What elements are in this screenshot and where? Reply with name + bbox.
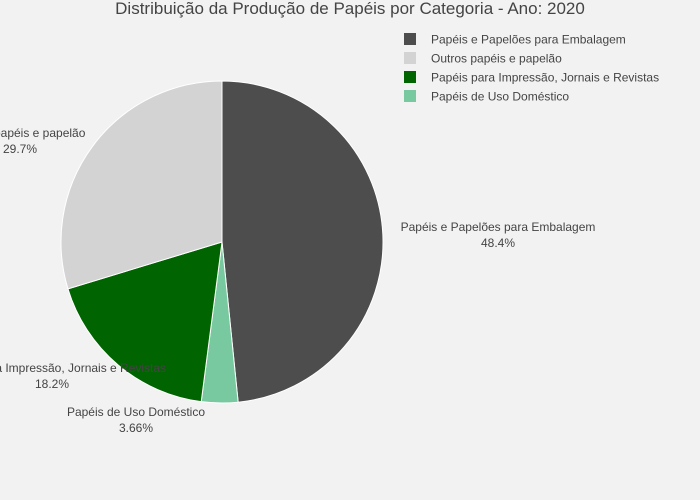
slice-label-percent-4: 29.7% — [3, 142, 37, 156]
pie-slices — [60, 80, 384, 404]
legend-swatch-3 — [404, 71, 416, 83]
legend-label-2: Outros papéis e papelão — [431, 52, 562, 66]
slice-label-name-3: Papéis para Impressão, Jornais e Revista… — [0, 361, 166, 375]
slice-label-name-2: Papéis de Uso Doméstico — [67, 405, 205, 419]
slice-label-percent-2: 3.66% — [119, 421, 153, 435]
legend-label-1: Papéis e Papelões para Embalagem — [431, 33, 626, 47]
legend-item-1[interactable]: Papéis e Papelões para Embalagem — [404, 33, 626, 47]
legend-swatch-2 — [404, 52, 416, 64]
legend-item-2[interactable]: Outros papéis e papelão — [404, 52, 562, 66]
legend-label-3: Papéis para Impressão, Jornais e Revista… — [431, 71, 659, 85]
pie-slice-4[interactable] — [60, 80, 223, 290]
legend-swatch-1 — [404, 33, 416, 45]
slice-label-name-1: Papéis e Papelões para Embalagem — [401, 220, 596, 234]
legend-swatch-4 — [404, 90, 416, 102]
pie-slice-3[interactable] — [67, 241, 223, 403]
pie-slice-1[interactable] — [221, 80, 384, 403]
legend-label-4: Papéis de Uso Doméstico — [431, 90, 569, 104]
legend-item-4[interactable]: Papéis de Uso Doméstico — [404, 90, 569, 104]
slice-label-percent-1: 48.4% — [481, 236, 515, 250]
legend: Papéis e Papelões para Embalagem Outros p… — [404, 33, 659, 104]
legend-item-3[interactable]: Papéis para Impressão, Jornais e Revista… — [404, 71, 659, 85]
chart-title: Distribuição da Produção de Papéis por C… — [115, 0, 585, 18]
slice-label-percent-3: 18.2% — [35, 377, 69, 391]
slice-label-name-4: Outros papéis e papelão — [0, 126, 86, 140]
slice-labels: Papéis e Papelões para Embalagem 48.4% Pap… — [0, 126, 595, 435]
